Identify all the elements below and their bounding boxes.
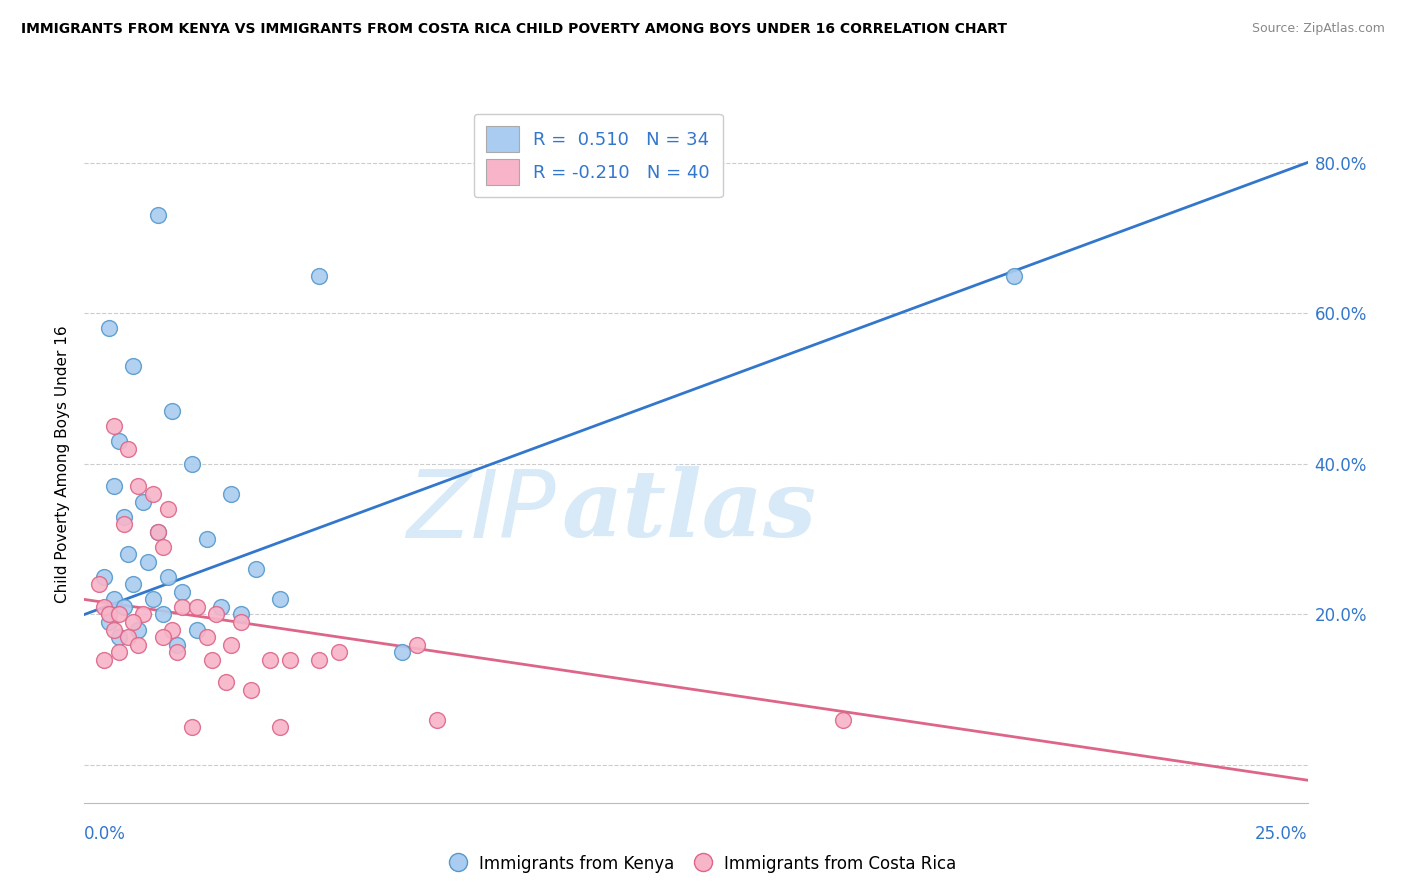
Legend: Immigrants from Kenya, Immigrants from Costa Rica: Immigrants from Kenya, Immigrants from C… (443, 848, 963, 880)
Legend: R =  0.510   N = 34, R = -0.210   N = 40: R = 0.510 N = 34, R = -0.210 N = 40 (474, 113, 723, 197)
Y-axis label: Child Poverty Among Boys Under 16: Child Poverty Among Boys Under 16 (55, 325, 70, 603)
Point (117, 547, 139, 561)
Point (186, 623, 208, 637)
Point (146, 208, 169, 222)
Point (172, 585, 194, 599)
Text: 0.0%: 0.0% (84, 825, 127, 844)
Point (219, 487, 242, 501)
Point (152, 607, 174, 622)
Point (97, 615, 120, 629)
Point (406, 638, 429, 652)
Point (269, 721, 291, 735)
Point (195, 532, 218, 546)
Point (97, 321, 120, 335)
Point (166, 638, 188, 652)
Point (172, 599, 194, 614)
Point (103, 479, 125, 493)
Point (107, 630, 129, 644)
Point (195, 630, 218, 644)
Point (93, 570, 115, 584)
Point (107, 607, 129, 622)
Point (219, 638, 242, 652)
Point (117, 442, 139, 456)
Point (127, 479, 149, 493)
Point (127, 623, 149, 637)
Point (107, 645, 129, 659)
Point (229, 607, 252, 622)
Point (87, 577, 110, 591)
Point (122, 359, 145, 373)
Point (205, 607, 228, 622)
Text: 25.0%: 25.0% (1256, 825, 1308, 844)
Point (152, 540, 174, 554)
Point (117, 630, 139, 644)
Point (107, 434, 129, 449)
Point (146, 524, 169, 539)
Text: ZIP: ZIP (406, 466, 555, 557)
Point (215, 675, 238, 690)
Point (132, 494, 155, 508)
Text: atlas: atlas (561, 467, 817, 557)
Point (103, 623, 125, 637)
Point (239, 682, 262, 697)
Point (97, 607, 120, 622)
Point (156, 570, 179, 584)
Point (391, 645, 413, 659)
Point (112, 517, 135, 532)
Point (152, 630, 174, 644)
Point (328, 645, 350, 659)
Point (209, 599, 232, 614)
Point (259, 653, 281, 667)
Point (162, 404, 184, 418)
Point (181, 721, 204, 735)
Point (142, 487, 165, 501)
Point (831, 713, 853, 727)
Point (186, 599, 208, 614)
Point (142, 592, 165, 607)
Point (200, 653, 222, 667)
Point (1002, 268, 1025, 283)
Point (181, 457, 204, 471)
Point (245, 562, 267, 576)
Point (103, 419, 125, 434)
Point (156, 502, 179, 516)
Point (103, 592, 125, 607)
Point (269, 592, 291, 607)
Point (166, 645, 188, 659)
Point (127, 638, 149, 652)
Point (122, 577, 145, 591)
Point (122, 615, 145, 629)
Point (136, 555, 159, 569)
Text: Source: ZipAtlas.com: Source: ZipAtlas.com (1251, 22, 1385, 36)
Point (146, 524, 169, 539)
Point (112, 599, 135, 614)
Point (112, 509, 135, 524)
Point (162, 623, 184, 637)
Point (93, 653, 115, 667)
Point (229, 615, 252, 629)
Point (308, 268, 330, 283)
Point (308, 653, 330, 667)
Point (426, 713, 449, 727)
Text: IMMIGRANTS FROM KENYA VS IMMIGRANTS FROM COSTA RICA CHILD POVERTY AMONG BOYS UND: IMMIGRANTS FROM KENYA VS IMMIGRANTS FROM… (21, 22, 1007, 37)
Point (132, 607, 155, 622)
Point (278, 653, 301, 667)
Point (93, 599, 115, 614)
